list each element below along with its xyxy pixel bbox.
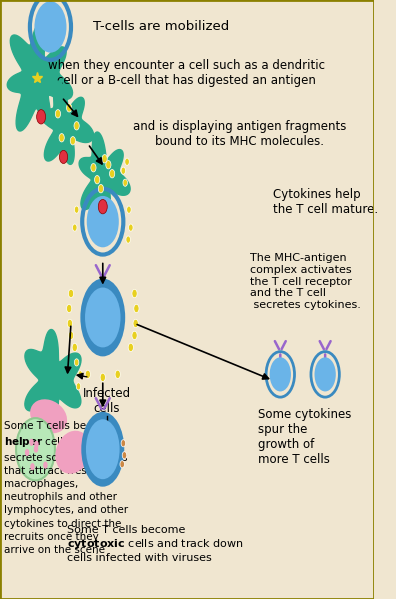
Circle shape (36, 110, 46, 124)
Text: and is displaying antigen fragments
bound to its MHC molecules.: and is displaying antigen fragments boun… (133, 120, 346, 148)
Ellipse shape (55, 431, 90, 474)
Circle shape (100, 373, 105, 382)
Circle shape (132, 289, 137, 298)
Circle shape (72, 343, 77, 352)
Circle shape (85, 370, 90, 379)
Circle shape (34, 441, 39, 448)
Polygon shape (7, 25, 72, 131)
Circle shape (76, 383, 81, 390)
Circle shape (69, 331, 74, 340)
Circle shape (43, 461, 48, 468)
Circle shape (128, 343, 133, 352)
Circle shape (34, 1, 67, 53)
Circle shape (122, 452, 127, 459)
Text: Cytokines help
the T cell mature.: Cytokines help the T cell mature. (273, 188, 378, 216)
Polygon shape (79, 132, 130, 217)
Circle shape (98, 184, 103, 193)
Circle shape (132, 331, 137, 340)
Ellipse shape (30, 400, 67, 433)
Circle shape (74, 206, 79, 213)
Circle shape (91, 164, 96, 172)
Circle shape (25, 449, 29, 456)
Circle shape (16, 418, 55, 480)
Circle shape (314, 357, 336, 392)
Circle shape (67, 319, 72, 328)
Text: when they encounter a cell such as a dendritic
cell or a B-cell that has digeste: when they encounter a cell such as a den… (48, 59, 326, 87)
Circle shape (29, 438, 34, 446)
Circle shape (74, 359, 79, 366)
Circle shape (95, 176, 100, 184)
Text: T-cells are mobilized: T-cells are mobilized (93, 20, 230, 34)
Circle shape (67, 304, 72, 313)
Circle shape (125, 158, 129, 165)
Circle shape (115, 370, 120, 379)
Text: The MHC-antigen
complex activates
the T cell receptor
and the T cell
 secretes c: The MHC-antigen complex activates the T … (250, 253, 361, 310)
Circle shape (126, 236, 130, 243)
Circle shape (110, 170, 115, 178)
Circle shape (102, 155, 107, 163)
Polygon shape (42, 81, 94, 164)
Circle shape (127, 206, 131, 213)
Ellipse shape (86, 419, 120, 479)
Ellipse shape (81, 412, 124, 486)
Text: Some T cells become
$\bf{cytotoxic}$ cells and track down
cells infected with vi: Some T cells become $\bf{cytotoxic}$ cel… (67, 525, 244, 562)
Circle shape (74, 122, 79, 130)
Circle shape (72, 224, 77, 231)
Circle shape (134, 304, 139, 313)
Circle shape (133, 319, 138, 328)
Circle shape (106, 161, 111, 169)
Ellipse shape (80, 279, 125, 356)
Circle shape (34, 446, 38, 453)
Circle shape (55, 110, 61, 118)
Circle shape (69, 289, 74, 298)
Ellipse shape (85, 288, 120, 347)
Circle shape (270, 357, 291, 392)
Circle shape (129, 224, 133, 231)
Circle shape (123, 179, 128, 186)
Circle shape (59, 150, 68, 164)
Polygon shape (25, 329, 81, 431)
Circle shape (98, 199, 107, 214)
Circle shape (70, 137, 76, 145)
Text: Infected
cells: Infected cells (82, 388, 131, 415)
Circle shape (121, 167, 126, 174)
Circle shape (78, 371, 83, 378)
Circle shape (59, 134, 64, 142)
Circle shape (120, 461, 124, 468)
Circle shape (30, 463, 35, 470)
Circle shape (121, 440, 126, 447)
Text: Some cytokines
spur the
growth of
more T cells: Some cytokines spur the growth of more T… (258, 409, 351, 466)
Circle shape (87, 196, 119, 247)
Circle shape (67, 104, 72, 112)
Text: Some T cells become
$\bf{helper}$ cells and
secrete some cytokines
that attract : Some T cells become $\bf{helper}$ cells … (4, 421, 128, 555)
